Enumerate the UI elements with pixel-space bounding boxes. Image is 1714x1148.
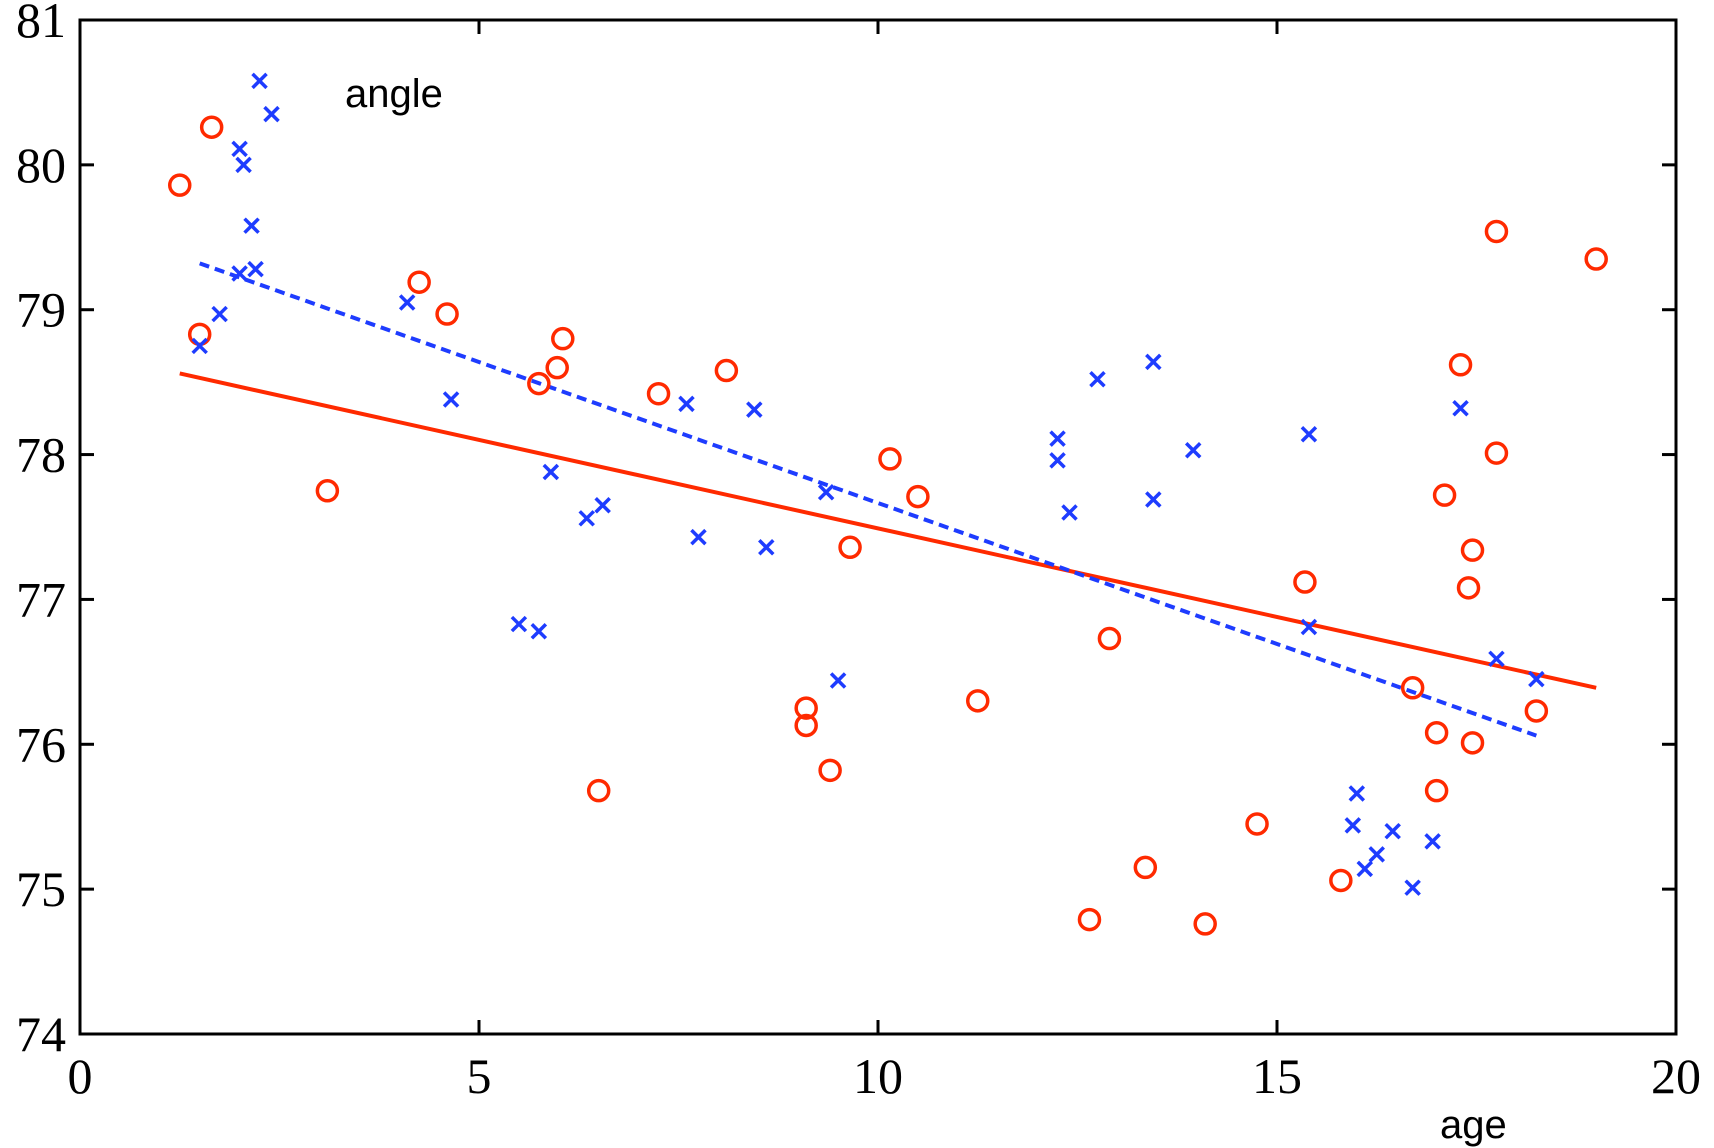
circle-point — [1584, 247, 1608, 271]
x-point — [251, 72, 268, 90]
y-tick-label: 76 — [16, 716, 66, 772]
x-point — [263, 105, 280, 123]
circle-point — [1524, 699, 1549, 723]
circle-point — [1193, 912, 1217, 936]
circle-point — [551, 326, 575, 351]
y-tick-label: 78 — [16, 427, 66, 483]
circle-point — [527, 371, 551, 396]
x-tick-label: 10 — [853, 1048, 903, 1104]
circle-point — [1460, 538, 1485, 562]
x-point — [1424, 833, 1441, 850]
circle-point — [1293, 570, 1317, 594]
x-point — [1528, 670, 1545, 688]
y-tick-label: 81 — [16, 0, 66, 48]
fit-lines — [179, 261, 1597, 738]
x-point — [690, 528, 707, 546]
x-point — [1061, 504, 1078, 521]
circle-point — [1424, 720, 1449, 745]
circle-point — [1448, 353, 1473, 377]
circle-point — [1424, 778, 1449, 803]
fit-line-dashed — [199, 261, 1538, 738]
x-point — [578, 510, 595, 527]
circle-point — [586, 778, 611, 803]
x-point — [191, 337, 208, 355]
circle-point — [906, 484, 930, 509]
x-point — [1089, 371, 1106, 388]
circle-point — [1460, 731, 1485, 755]
axis-ticks: 0 5 10 15 20 74 75 76 77 78 79 80 81 — [16, 0, 1701, 1104]
x-point — [594, 497, 611, 514]
x-point — [1049, 452, 1066, 469]
x-tick-label: 15 — [1252, 1048, 1302, 1104]
x-point — [510, 615, 528, 633]
fit-line-solid — [179, 371, 1597, 690]
x-point — [1404, 879, 1421, 896]
x-tick-label: 0 — [68, 1048, 93, 1104]
x-point — [1356, 860, 1374, 878]
circle-point — [1245, 812, 1269, 836]
x-point — [758, 539, 775, 556]
y-axis-label: angle — [345, 72, 443, 116]
x-point — [542, 463, 560, 481]
x-point — [211, 305, 228, 323]
x-point — [530, 623, 548, 640]
circle-point — [1133, 855, 1158, 880]
circle-point — [315, 479, 340, 503]
circle-point — [545, 355, 569, 380]
circle-point — [714, 358, 739, 383]
circle-point — [1432, 483, 1457, 507]
circle-point — [794, 713, 818, 738]
data-points — [168, 72, 1608, 936]
x-point — [1452, 399, 1469, 417]
circle-point — [199, 115, 224, 139]
x-tick-label: 20 — [1651, 1048, 1701, 1104]
circle-point — [1097, 626, 1122, 651]
x-point — [1145, 353, 1162, 371]
circle-point — [1484, 219, 1509, 244]
circle-point — [966, 689, 990, 713]
y-tick-label: 80 — [16, 137, 66, 193]
x-point — [442, 391, 460, 408]
x-point — [678, 395, 695, 413]
circle-point — [838, 535, 862, 560]
x-point — [398, 294, 416, 311]
x-axis-label: age — [1440, 1103, 1507, 1147]
circle-point — [407, 270, 431, 294]
circle-point — [435, 302, 459, 326]
x-point — [1184, 441, 1202, 459]
x-point — [247, 260, 264, 278]
circle-point — [878, 447, 902, 471]
x-tick-label: 5 — [467, 1048, 492, 1104]
y-tick-label: 74 — [16, 1006, 66, 1062]
x-point — [1049, 430, 1066, 447]
x-point — [1368, 846, 1385, 863]
x-point — [1300, 618, 1318, 636]
y-tick-label: 77 — [16, 571, 66, 627]
circle-point — [168, 173, 192, 197]
circle-point — [1456, 576, 1481, 600]
circle-point — [1329, 868, 1353, 893]
circle-point — [1484, 441, 1509, 465]
x-point — [1348, 785, 1366, 802]
x-point — [1384, 822, 1401, 840]
circle-point — [1077, 907, 1102, 932]
x-point — [1145, 491, 1162, 508]
y-tick-label: 79 — [16, 282, 66, 338]
y-tick-label: 75 — [16, 861, 66, 917]
x-point — [829, 672, 847, 689]
x-point — [231, 140, 248, 158]
x-point — [1488, 650, 1505, 668]
x-point — [1344, 817, 1362, 834]
circle-point — [1400, 676, 1425, 700]
circle-point — [794, 696, 818, 720]
x-point — [1300, 426, 1318, 443]
x-point — [746, 401, 763, 418]
x-point — [243, 217, 260, 234]
circle-point — [646, 381, 671, 406]
x-point — [235, 156, 252, 174]
circle-point — [818, 758, 842, 783]
x-point — [231, 265, 248, 282]
x-point — [817, 483, 835, 501]
